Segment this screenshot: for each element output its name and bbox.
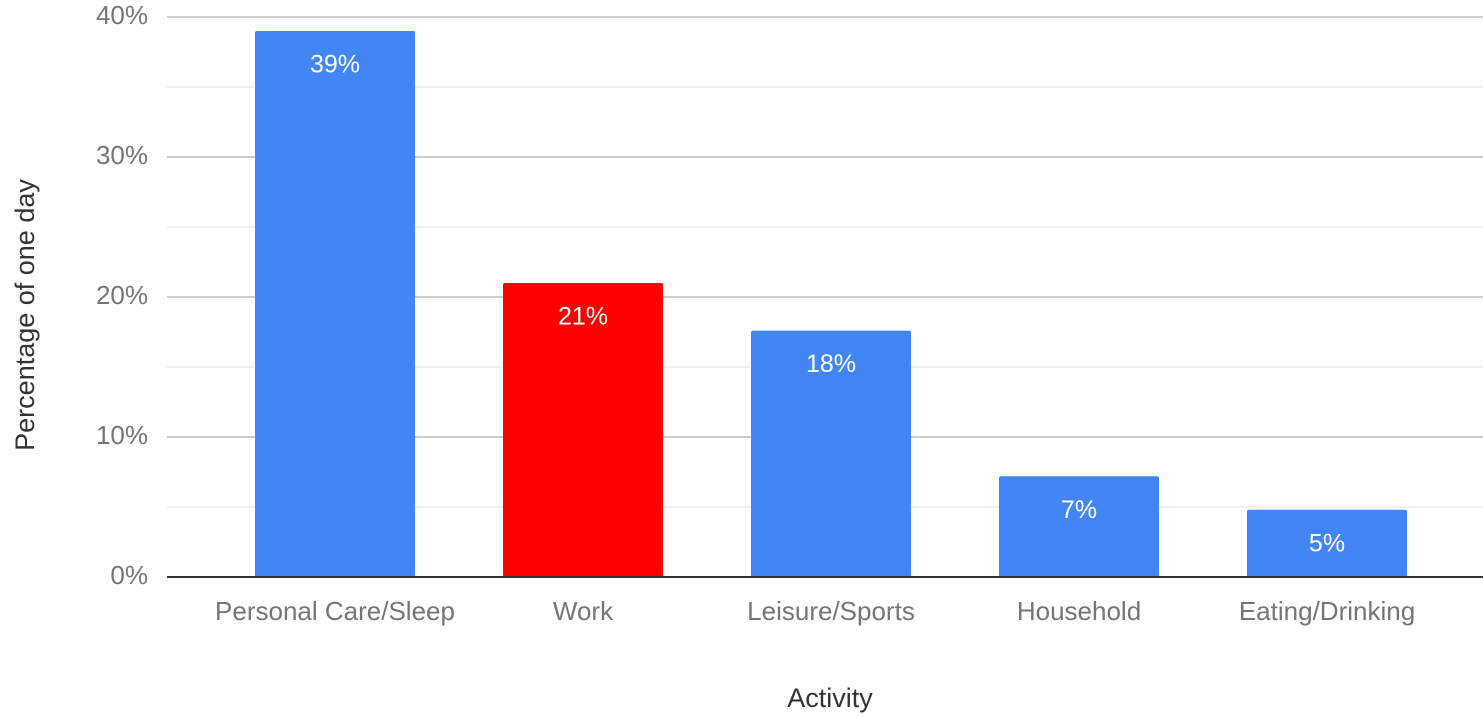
x-tick-label: Leisure/Sports [747, 596, 915, 626]
y-tick-label: 10% [96, 420, 148, 450]
x-tick-label: Eating/Drinking [1239, 596, 1415, 626]
y-axis-title: Percentage of one day [10, 179, 40, 451]
x-axis-title: Activity [787, 683, 873, 713]
x-tick-label: Household [1017, 596, 1141, 626]
value-label: 7% [1061, 496, 1097, 524]
value-label: 5% [1309, 529, 1345, 557]
bar [503, 283, 663, 577]
value-label: 39% [310, 51, 360, 79]
y-tick-label: 0% [110, 560, 148, 590]
y-tick-label: 30% [96, 140, 148, 170]
bar [255, 31, 415, 577]
value-label: 18% [806, 350, 856, 378]
x-tick-label: Work [553, 596, 614, 626]
x-tick-label: Personal Care/Sleep [215, 596, 455, 626]
bar [751, 330, 911, 577]
y-tick-label: 20% [96, 280, 148, 310]
y-tick-label: 40% [96, 0, 148, 30]
bar [1247, 509, 1407, 577]
bar [999, 476, 1159, 577]
value-label: 21% [558, 303, 608, 331]
